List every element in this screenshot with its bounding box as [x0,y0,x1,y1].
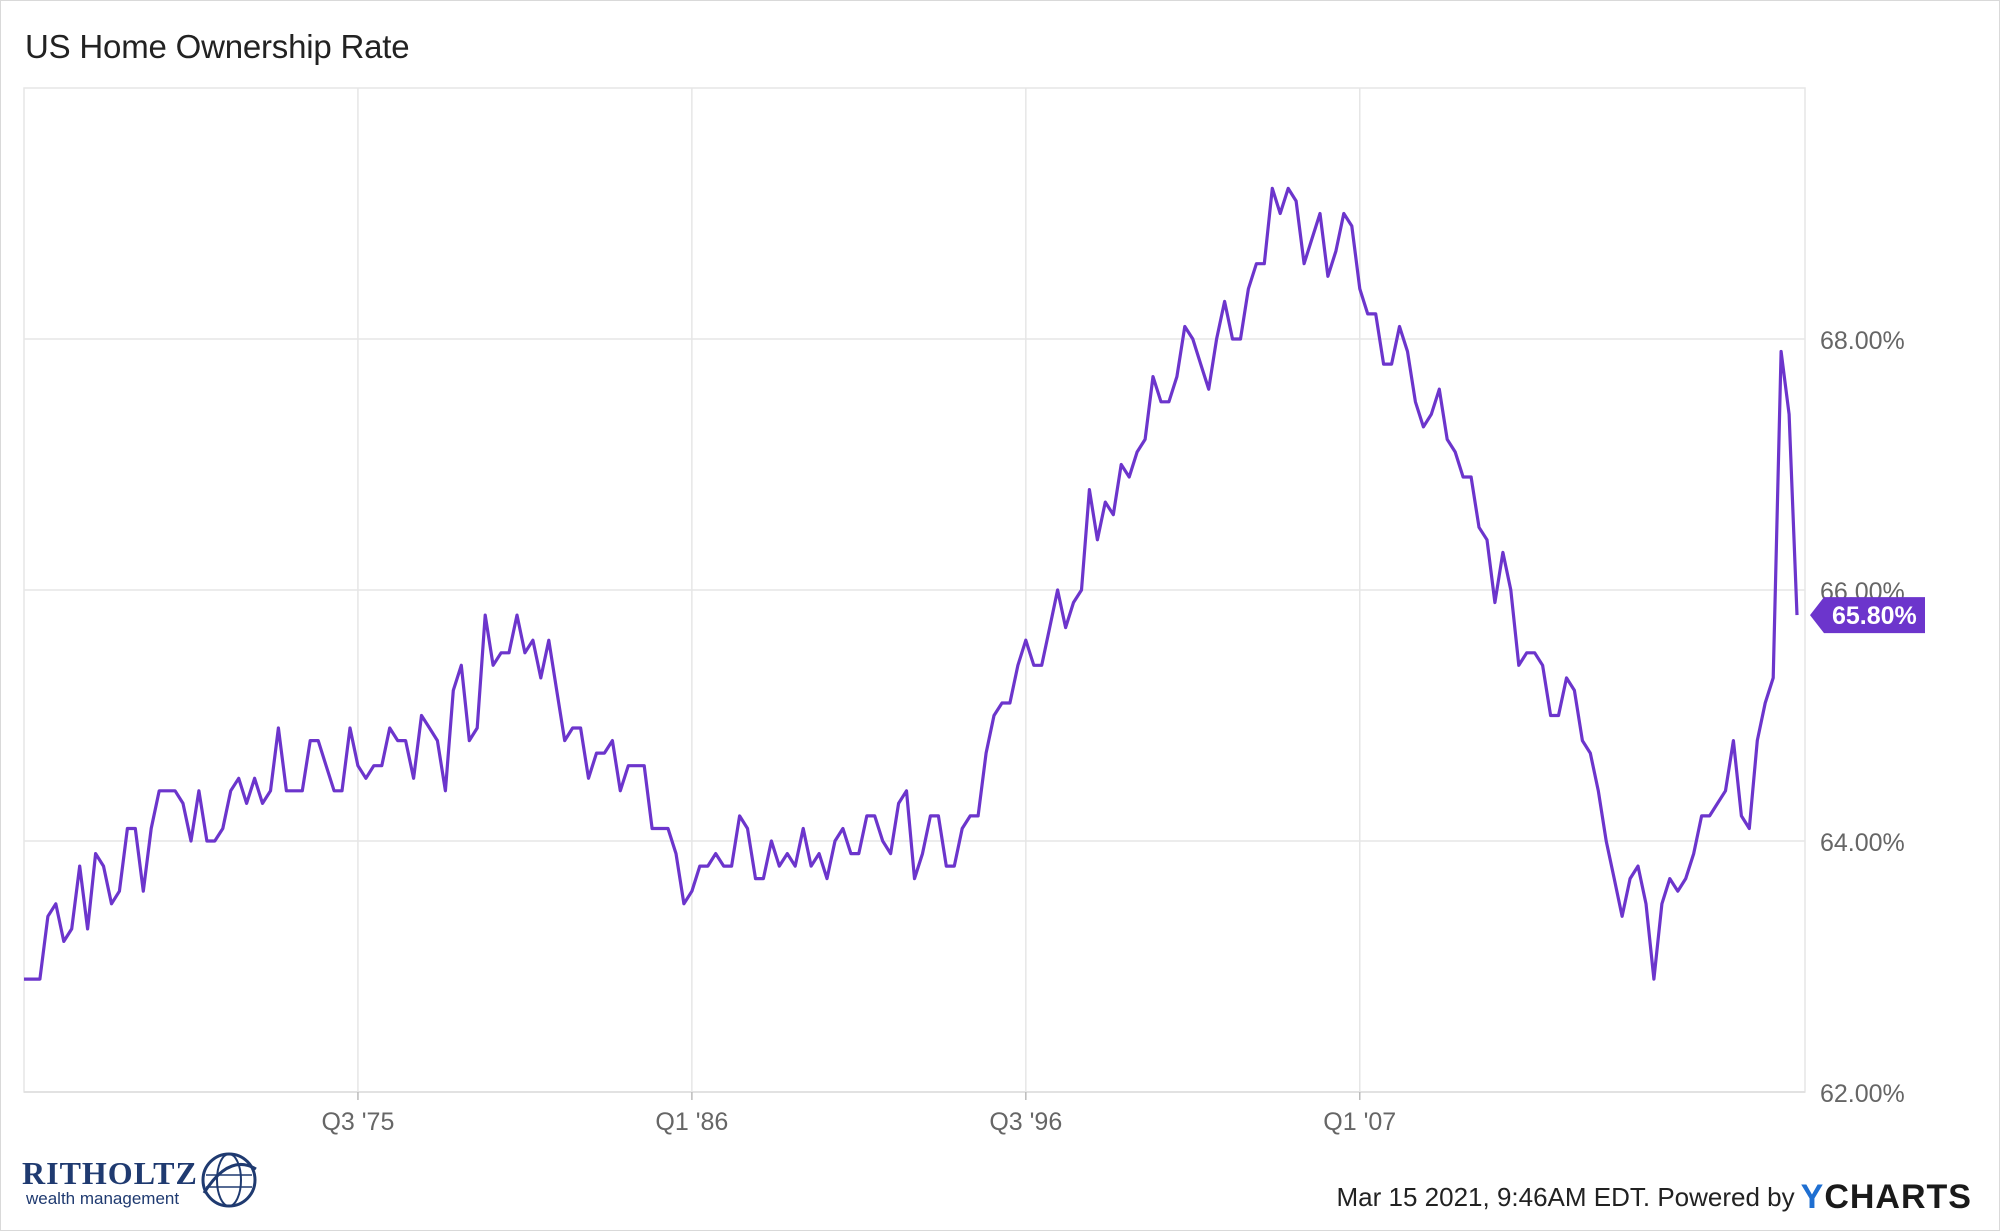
logo-name: RITHOLTZ [22,1155,198,1191]
ycharts-logo: YCHARTS [1801,1178,1972,1217]
footer-attribution: Mar 15 2021, 9:46AM EDT. Powered by YCHA… [1337,1178,1972,1217]
last-value-badge-shape [1810,597,1925,634]
y-tick-label: 64.00% [1820,829,1905,857]
x-tick-label: Q1 '07 [1323,1108,1396,1136]
globe-icon [201,1152,257,1208]
y-axis-ticks: 62.00%64.00%66.00%68.00% [1820,327,1905,1108]
ycharts-logo-y: Y [1800,1178,1825,1216]
last-value-label: 65.80% [1832,602,1917,630]
chart-title: US Home Ownership Rate [25,28,410,65]
x-axis-ticks: Q3 '75 Q1 '86 Q3 '96 Q1 '07 [321,1108,1396,1136]
logo-tagline: wealth management [26,1189,180,1208]
series-line-home-ownership [24,186,1799,981]
x-tick-label: Q3 '96 [989,1108,1062,1136]
ritholtz-logo: RITHOLTZ wealth management [22,1151,262,1211]
last-value-badge: 65.80% [1810,597,1925,634]
grid-lines [23,87,1806,1100]
ycharts-logo-text: CHARTS [1824,1178,1972,1216]
y-tick-label: 68.00% [1820,327,1905,355]
footer-timestamp: Mar 15 2021, 9:46AM EDT. Powered by [1336,1182,1795,1212]
x-tick-label: Q1 '86 [655,1108,728,1136]
y-tick-label: 62.00% [1820,1080,1905,1108]
x-tick-label: Q3 '75 [321,1108,394,1136]
